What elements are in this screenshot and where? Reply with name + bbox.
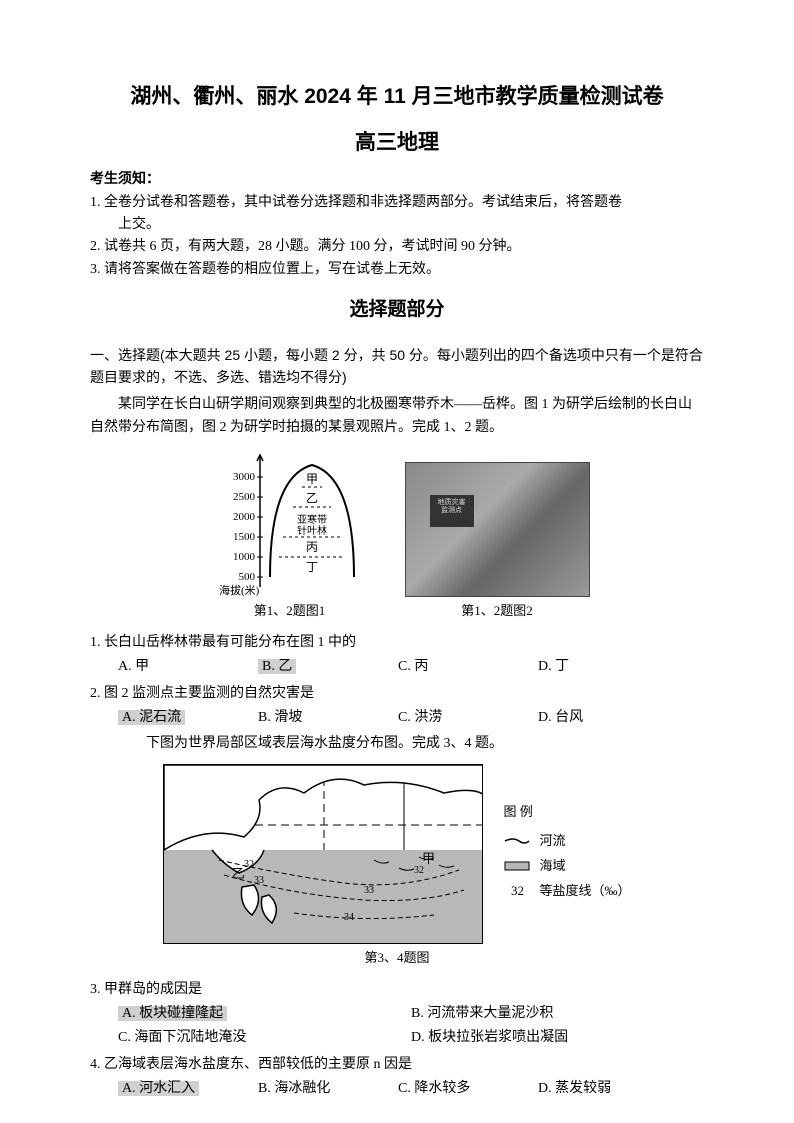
svg-text:32: 32 xyxy=(244,859,254,870)
q2-options: A. 泥石流 B. 滑坡 C. 洪涝 D. 台风 xyxy=(90,707,704,729)
q4-opt-c: C. 降水较多 xyxy=(398,1078,538,1100)
q4-opt-b: B. 海冰融化 xyxy=(258,1078,398,1100)
svg-text:丁: 丁 xyxy=(305,560,317,574)
page-title-main: 湖州、衢州、丽水 2024 年 11 月三地市教学质量检测试卷 xyxy=(90,80,704,114)
page-title-sub: 高三地理 xyxy=(90,126,704,160)
section-title-choice: 选择题部分 xyxy=(90,295,704,325)
figure-row-1: 500 1000 1500 2000 2500 3000 海拔(米) xyxy=(90,447,704,622)
svg-text:33: 33 xyxy=(254,875,264,886)
q3-options: A. 板块碰撞隆起 B. 河流带来大量泥沙积 C. 海面下沉陆地淹没 D. 板块… xyxy=(90,1003,704,1050)
notice-item-3: 3. 请将答案做在答题卷的相应位置上，写在试卷上无效。 xyxy=(90,259,704,281)
notice-item-2: 2. 试卷共 6 页，有两大题，28 小题。满分 100 分，考试时间 90 分… xyxy=(90,236,704,258)
svg-text:1500: 1500 xyxy=(233,531,256,543)
photo-plaque: 地质灾害 监测点 xyxy=(430,495,474,527)
q3-opt-d: D. 板块拉张岩浆喷出凝固 xyxy=(411,1027,704,1049)
q2-opt-c: C. 洪涝 xyxy=(398,707,538,729)
salinity-map-svg: 60° N 32 33 33 32 34 xyxy=(163,764,483,944)
q3-opt-a: A. 板块碰撞隆起 xyxy=(118,1003,411,1025)
map-caption: 第3、4题图 xyxy=(364,948,429,969)
context-q1-2: 某同学在长白山研学期间观察到典型的北极圈寒带乔木——岳桦。图 1 为研学后绘制的… xyxy=(90,394,704,439)
legend-title: 图 例 xyxy=(503,802,630,823)
legend-salinity: 32 等盐度线（‰） xyxy=(503,881,630,902)
altitude-chart-svg: 500 1000 1500 2000 2500 3000 海拔(米) xyxy=(205,447,375,597)
svg-text:2500: 2500 xyxy=(233,491,256,503)
map-legend: 图 例 河流 海域 32 等盐度线（‰） xyxy=(503,802,630,905)
svg-text:乙: 乙 xyxy=(305,491,317,505)
q4-options: A. 河水汇入 B. 海冰融化 C. 降水较多 D. 蒸发较弱 xyxy=(90,1078,704,1100)
q2-opt-b: B. 滑坡 xyxy=(258,707,398,729)
figure-2-caption: 第1、2题图2 xyxy=(461,601,533,622)
legend-sea: 海域 xyxy=(503,856,630,877)
part1-heading: 一、选择题(本大题共 25 小题，每小题 2 分，共 50 分。每小题列出的四个… xyxy=(90,344,704,389)
q4-text: 4. 乙海域表层海水盐度东、西部较低的主要原 n 因是 xyxy=(90,1054,704,1076)
notice-heading: 考生须知： xyxy=(90,169,704,191)
map-figure: 60° N 32 33 33 32 34 xyxy=(163,764,630,969)
q3-opt-b: B. 河流带来大量泥沙积 xyxy=(411,1003,704,1025)
q4-opt-d: D. 蒸发较弱 xyxy=(538,1078,678,1100)
notice-section: 考生须知： 1. 全卷分试卷和答题卷，其中试卷分选择题和非选择题两部分。考试结束… xyxy=(90,169,704,281)
notice-item-1: 1. 全卷分试卷和答题卷，其中试卷分选择题和非选择题两部分。考试结束后，将答题卷 xyxy=(90,192,704,214)
svg-text:2000: 2000 xyxy=(233,511,256,523)
svg-text:34: 34 xyxy=(344,912,354,923)
svg-text:丙: 丙 xyxy=(305,540,317,554)
q3-text: 3. 甲群岛的成因是 xyxy=(90,979,704,1001)
q1-opt-b: B. 乙 xyxy=(258,656,398,678)
svg-text:亚寒带: 亚寒带 xyxy=(297,513,327,526)
photo-placeholder: 地质灾害 监测点 xyxy=(405,462,590,597)
svg-text:乙: 乙 xyxy=(232,866,245,881)
q4-opt-a: A. 河水汇入 xyxy=(118,1078,258,1100)
q1-options: A. 甲 B. 乙 C. 丙 D. 丁 xyxy=(90,656,704,678)
q1-text: 1. 长白山岳桦林带最有可能分布在图 1 中的 xyxy=(90,632,704,654)
q1-opt-c: C. 丙 xyxy=(398,656,538,678)
figure-1-caption: 第1、2题图1 xyxy=(254,601,326,622)
q1-opt-d: D. 丁 xyxy=(538,656,678,678)
svg-text:500: 500 xyxy=(238,571,255,583)
svg-text:1000: 1000 xyxy=(233,551,256,563)
figure-row-2: 60° N 32 33 33 32 34 xyxy=(90,764,704,969)
svg-text:海拔(米): 海拔(米) xyxy=(219,583,260,597)
notice-item-1b: 上交。 xyxy=(90,214,704,236)
svg-text:针叶林: 针叶林 xyxy=(297,524,327,537)
q3-opt-c: C. 海面下沉陆地淹没 xyxy=(118,1027,411,1049)
svg-text:33: 33 xyxy=(364,885,374,896)
q2-text: 2. 图 2 监测点主要监测的自然灾害是 xyxy=(90,683,704,705)
legend-river: 河流 xyxy=(503,831,630,852)
svg-text:甲: 甲 xyxy=(305,472,317,486)
figure-2-photo: 地质灾害 监测点 第1、2题图2 xyxy=(405,462,590,622)
q1-opt-a: A. 甲 xyxy=(118,656,258,678)
svg-text:32: 32 xyxy=(414,865,424,876)
svg-text:3000: 3000 xyxy=(233,471,256,483)
q2-opt-d: D. 台风 xyxy=(538,707,678,729)
q2-opt-a: A. 泥石流 xyxy=(118,707,258,729)
context-q3-4: 下图为世界局部区域表层海水盐度分布图。完成 3、4 题。 xyxy=(90,733,704,755)
figure-1-chart: 500 1000 1500 2000 2500 3000 海拔(米) xyxy=(205,447,375,622)
